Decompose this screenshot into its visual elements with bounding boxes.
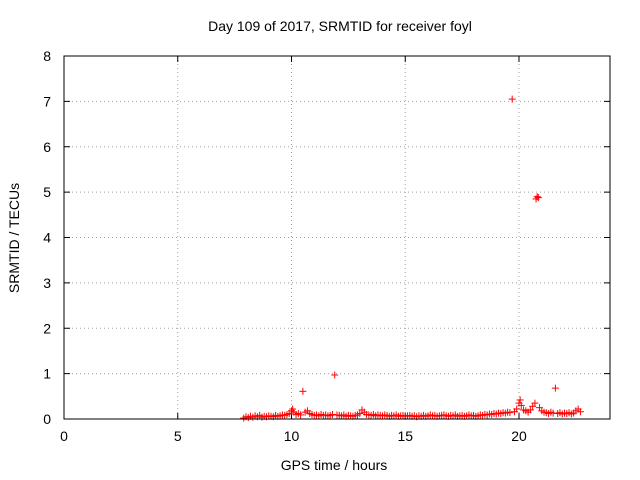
y-tick-label: 4	[43, 230, 51, 246]
x-axis-label: GPS time / hours	[281, 457, 388, 473]
data-point	[356, 410, 364, 418]
data-point	[576, 408, 584, 416]
plot-frame	[63, 55, 611, 420]
data-point	[516, 396, 524, 404]
x-tick-label: 10	[284, 428, 300, 444]
data-point	[299, 387, 307, 395]
data-point	[331, 371, 339, 379]
data-point	[517, 401, 525, 409]
chart-title: Day 109 of 2017, SRMTID for receiver foy…	[208, 18, 472, 34]
x-tick-label: 5	[174, 428, 182, 444]
y-tick-label: 6	[43, 139, 51, 155]
data-points	[240, 95, 584, 422]
grid	[64, 56, 610, 419]
data-point	[534, 194, 542, 202]
y-tick-label: 0	[43, 411, 51, 427]
y-axis-label: SRMTID / TECUs	[6, 183, 22, 293]
y-tick-label: 2	[43, 320, 51, 336]
data-point	[297, 411, 305, 419]
data-point	[551, 384, 559, 392]
data-point	[508, 95, 516, 103]
y-tick-label: 8	[43, 48, 51, 64]
data-point	[506, 409, 514, 417]
data-point	[533, 193, 541, 201]
data-point	[289, 405, 297, 413]
y-tick-label: 1	[43, 366, 51, 382]
y-tick-label: 7	[43, 93, 51, 109]
y-tick-label: 5	[43, 184, 51, 200]
y-tick-label: 3	[43, 275, 51, 291]
data-point	[513, 405, 521, 413]
x-tick-label: 15	[397, 428, 413, 444]
x-tick-label: 20	[511, 428, 527, 444]
data-point	[531, 399, 539, 407]
y-tick-labels: 0 1 2 3 4 5 6 7 8	[43, 48, 51, 427]
data-point	[526, 406, 534, 414]
x-tick-label: 0	[60, 428, 68, 444]
x-tick-labels: 0 5 10 15 20	[60, 428, 527, 444]
